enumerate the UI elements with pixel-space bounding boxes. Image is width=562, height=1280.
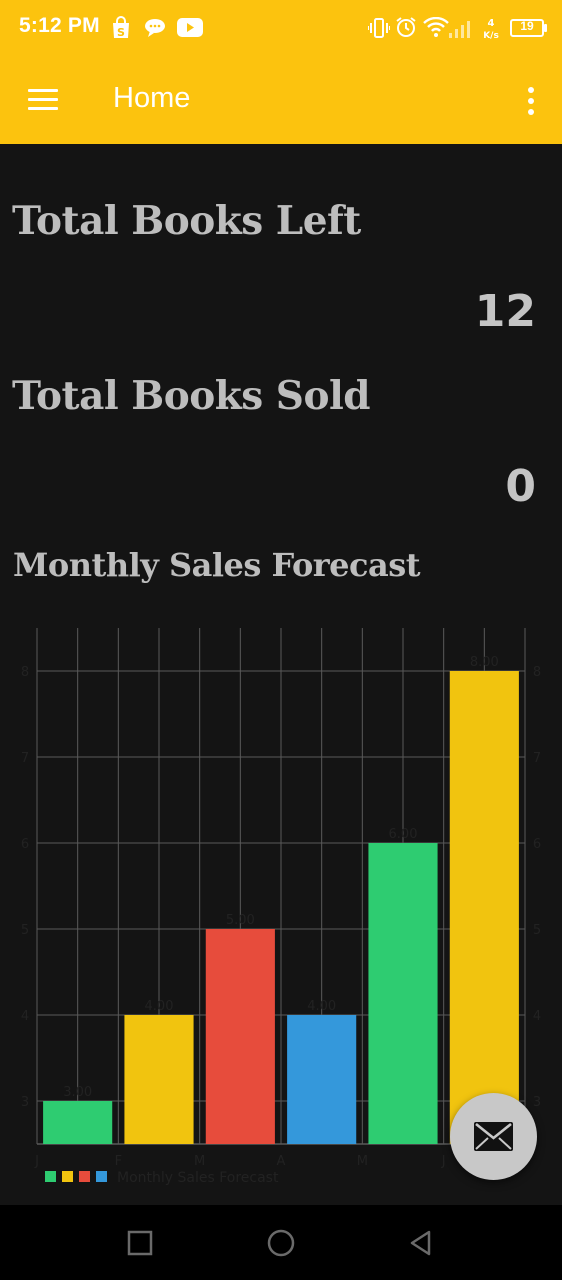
books-sold-label: Total Books Sold	[12, 373, 371, 419]
y-tick-label-right: 8	[533, 665, 541, 680]
youtube-icon	[177, 18, 203, 41]
mail-icon	[474, 1122, 513, 1151]
svg-text:K/s: K/s	[483, 31, 499, 41]
legend-swatch	[45, 1171, 56, 1182]
data-speed-icon: 4 K/s	[480, 15, 502, 45]
y-tick-label-left: 8	[21, 665, 29, 680]
bar-value-label: 8.00	[470, 655, 499, 670]
battery-level: 19	[520, 19, 534, 33]
app-bar: Home	[0, 58, 562, 144]
email-fab-button[interactable]	[450, 1093, 537, 1180]
x-tick-label: A	[277, 1154, 286, 1169]
x-tick-label: J	[34, 1154, 39, 1169]
sales-bar-chart: 3 3 4 4 5 5 6 6 7 7 8 8 3.00 4.00 5.00 4.00 6.00 8.00 J F M A…	[0, 620, 562, 1200]
y-tick-label-left: 6	[21, 837, 29, 852]
status-time: 5:12 PM	[19, 14, 100, 37]
chart-bar	[124, 1015, 194, 1144]
legend-swatch	[79, 1171, 90, 1182]
legend-label: Monthly Sales Forecast	[117, 1170, 279, 1186]
chat-bubble-icon	[144, 18, 166, 42]
x-tick-label: J	[441, 1154, 446, 1169]
svg-text:S: S	[117, 26, 125, 39]
alarm-icon	[395, 16, 417, 42]
wifi-icon	[423, 16, 449, 41]
hamburger-menu-icon[interactable]	[22, 82, 64, 118]
y-tick-label-right: 4	[533, 1009, 541, 1024]
y-tick-label-right: 6	[533, 837, 541, 852]
y-tick-label-left: 7	[21, 751, 29, 766]
chart-canvas: 3 3 4 4 5 5 6 6 7 7 8 8 3.00 4.00 5.00 4.00 6.00 8.00 J F M A…	[21, 628, 541, 1186]
x-tick-label: M	[194, 1154, 205, 1169]
books-sold-value: 0	[505, 461, 536, 512]
bar-value-label: 4.00	[145, 999, 174, 1014]
books-left-value: 12	[474, 286, 536, 337]
bar-value-label: 5.00	[226, 913, 255, 928]
battery-icon	[510, 19, 544, 37]
legend-swatch	[62, 1171, 73, 1182]
bar-value-label: 4.00	[307, 999, 336, 1014]
legend-swatch	[96, 1171, 107, 1182]
signal-icon	[449, 20, 473, 42]
more-vert-icon[interactable]	[520, 84, 542, 118]
bar-value-label: 6.00	[389, 827, 418, 842]
bar-value-label: 3.00	[63, 1085, 92, 1100]
page-title: Home	[113, 82, 191, 114]
system-nav-bar	[0, 1205, 562, 1280]
home-circle-icon[interactable]	[265, 1227, 297, 1259]
chart-bar	[287, 1015, 357, 1144]
y-tick-label-right: 7	[533, 751, 541, 766]
chart-bar	[449, 671, 519, 1144]
books-left-label: Total Books Left	[12, 198, 361, 244]
y-tick-label-left: 4	[21, 1009, 29, 1024]
shopping-bag-icon: S	[110, 16, 132, 44]
y-tick-label-left: 3	[21, 1095, 29, 1110]
svg-text:4: 4	[488, 18, 495, 29]
chart-bar	[43, 1101, 113, 1144]
recents-square-icon[interactable]	[124, 1227, 156, 1259]
y-tick-label-left: 5	[21, 923, 29, 938]
chart-title: Monthly Sales Forecast	[13, 546, 421, 584]
x-tick-label: F	[115, 1154, 122, 1169]
chart-bar	[205, 929, 275, 1144]
chart-bar	[368, 843, 438, 1144]
y-tick-label-right: 3	[533, 1095, 541, 1110]
status-bar: 5:12 PM S 4 K/s 19	[0, 0, 562, 58]
back-triangle-icon[interactable]	[405, 1227, 437, 1259]
y-tick-label-right: 5	[533, 923, 541, 938]
vibrate-icon	[367, 18, 391, 42]
x-tick-label: M	[357, 1154, 368, 1169]
battery-tip	[544, 24, 547, 32]
